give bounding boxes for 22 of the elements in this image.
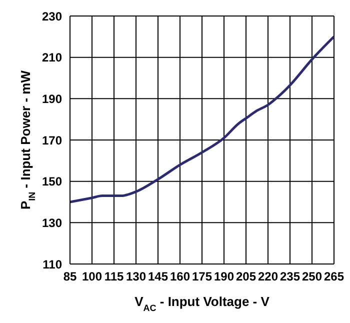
y-tick-label: 130 [42,216,62,230]
y-tick-label: 170 [42,133,62,148]
x-tick-label: 220 [258,270,278,284]
x-tick-label: 145 [148,270,168,284]
x-tick-label: 265 [324,270,344,284]
y-tick-label: 190 [42,92,62,106]
line-series [70,35,334,204]
x-axis-title: V$_{AC}$ - Input Voltage - V [134,294,270,313]
x-tick-label: 130 [126,270,146,284]
y-tick-label: 230 [42,9,62,24]
x-tick-label: 250 [302,270,322,284]
x-tick-label: 175 [192,270,212,284]
x-tick-label: 100 [82,270,102,284]
x-tick-label: 160 [170,270,190,284]
x-tick-label: 235 [280,270,300,284]
x-tick-label: 85 [63,270,77,284]
y-tick-label: 110 [42,257,62,272]
y-tick-label: 210 [42,50,62,65]
y-tick-label: 150 [42,174,62,189]
x-tick-label: 190 [214,270,234,284]
x-tick-label: 205 [236,270,256,284]
x-tick-label: 115 [104,270,124,284]
